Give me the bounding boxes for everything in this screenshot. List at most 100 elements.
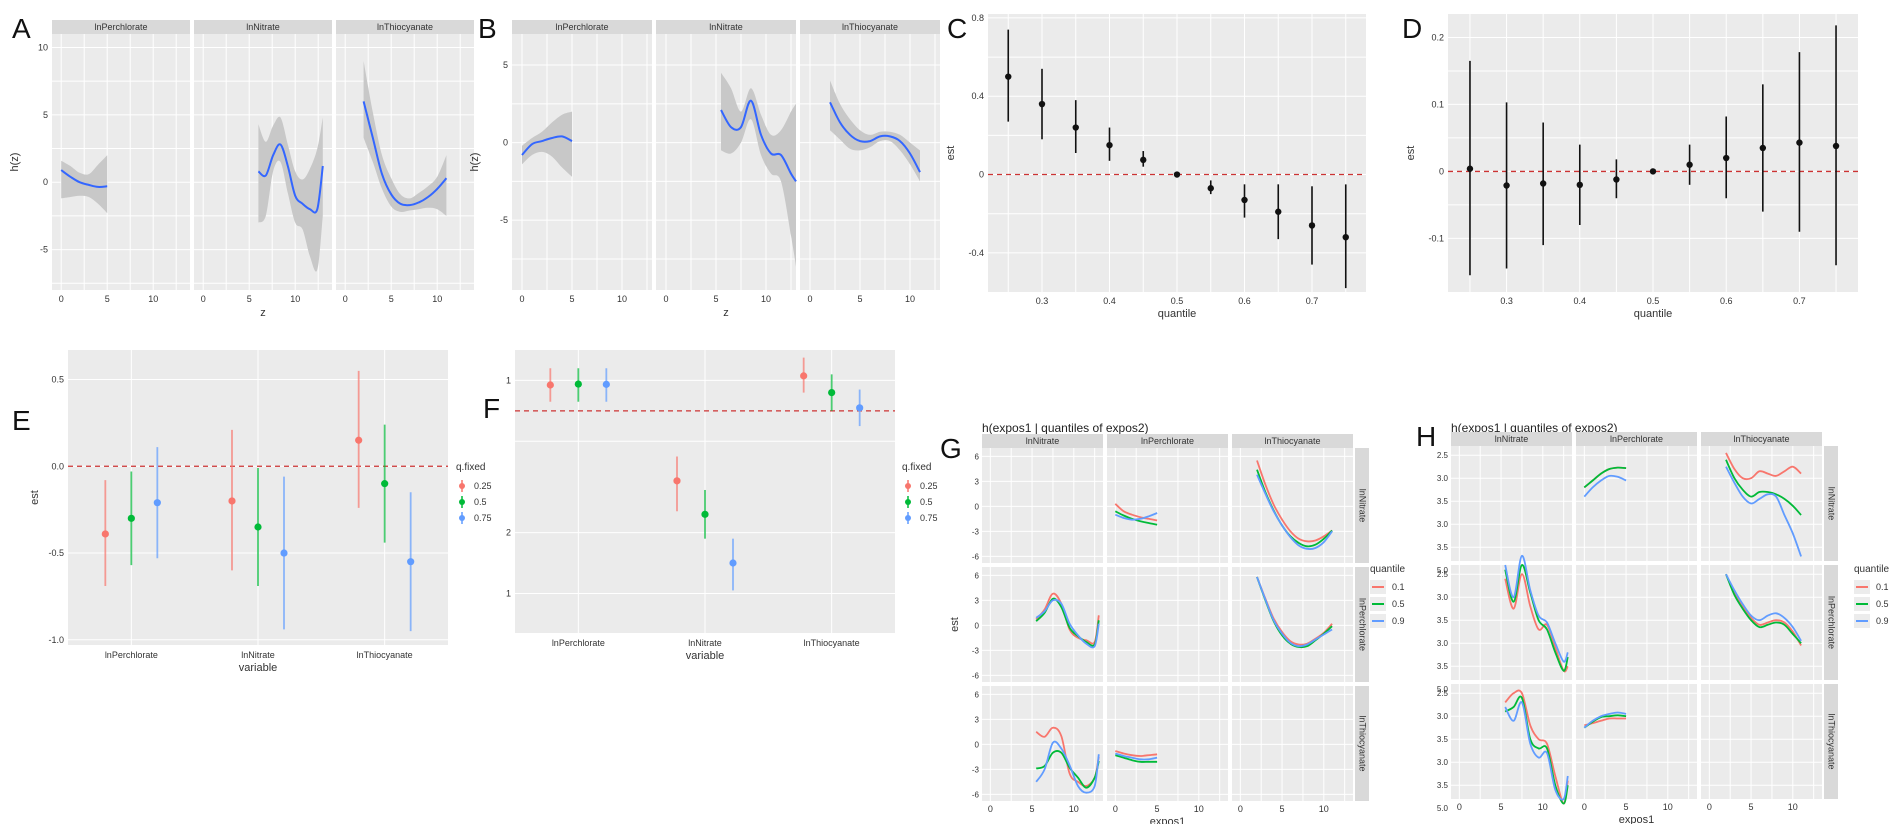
y-tick-label: -0.4 <box>968 248 984 258</box>
x-tick-label: 5 <box>1624 802 1629 812</box>
facet-strip <box>512 20 652 34</box>
estimate-point <box>1173 171 1181 178</box>
y-tick-label: -5 <box>500 215 508 225</box>
smooth-line <box>60 169 108 188</box>
panel-letter: G <box>940 433 962 464</box>
estimate-point <box>1649 168 1657 175</box>
legend-label: 0.9 <box>1876 616 1889 626</box>
smooth-line <box>257 143 324 214</box>
x-tick-label: 10 <box>148 294 158 304</box>
y-tick-label: 0 <box>975 502 980 511</box>
panel-background <box>982 448 1103 563</box>
series-line <box>1114 512 1158 521</box>
estimate-point <box>153 499 161 507</box>
panel-background <box>1576 446 1697 561</box>
smooth-line <box>720 99 797 182</box>
y-tick-label: -0.5 <box>48 548 64 558</box>
y-tick-label: -6 <box>972 552 980 561</box>
legend-label: 0.1 <box>1392 582 1405 592</box>
y-tick-label: 1 <box>506 588 511 598</box>
y-tick-label: 3 <box>975 477 980 486</box>
facet-strip <box>1451 432 1572 446</box>
series-line <box>1256 576 1333 648</box>
x-axis-label: expos1 <box>1619 814 1654 824</box>
panel-letter: B <box>478 13 497 44</box>
x-tick-label: 5 <box>569 294 574 304</box>
x-tick-label: 0 <box>519 294 524 304</box>
x-tick-label: 10 <box>1069 804 1079 814</box>
x-tick-label: 5 <box>1155 804 1160 814</box>
x-tick-label: 10 <box>617 294 627 304</box>
x-tick-label: 10 <box>1538 802 1548 812</box>
x-tick-label: 0 <box>1457 802 1462 812</box>
y-tick-label: -6 <box>972 790 980 799</box>
smooth-line <box>362 101 448 207</box>
panel-letter: A <box>12 13 31 44</box>
y-tick-label: 0 <box>979 170 984 180</box>
x-axis-label: variable <box>239 662 278 674</box>
y-tick-label: 6 <box>975 452 980 461</box>
x-tick-label: 5 <box>1030 804 1035 814</box>
x-tick-label: 0 <box>1707 802 1712 812</box>
panel-letter: H <box>1416 421 1436 452</box>
facet-strip-label: lnNitrate <box>246 22 280 32</box>
estimate-point <box>254 523 262 531</box>
legend-title: q.fixed <box>456 462 485 473</box>
y-axis-label: est <box>29 490 41 505</box>
smooth-line <box>829 101 921 173</box>
x-tick-label: lnPerchlorate <box>105 650 158 660</box>
panel-background <box>1701 684 1822 799</box>
series-line <box>1725 573 1802 644</box>
panel-background <box>1232 567 1353 682</box>
legend-key-point <box>459 483 465 489</box>
facet-strip <box>1824 684 1838 799</box>
estimate-point <box>856 404 864 412</box>
panel-background <box>512 34 652 290</box>
y-tick-label: -1.0 <box>48 635 64 645</box>
facet-strip-label: lnThiocyanate <box>1264 436 1320 446</box>
legend-label: 0.25 <box>474 481 492 491</box>
series-line <box>1725 459 1802 516</box>
legend: q.fixed 0.25 0.5 0.75 <box>902 462 938 524</box>
x-tick-label: 5 <box>1499 802 1504 812</box>
legend-title: quantile <box>1854 564 1889 575</box>
series-line <box>1584 717 1627 727</box>
estimate-point <box>1576 181 1583 189</box>
facet-strip-label: lnPerchlorate <box>1827 596 1837 649</box>
x-tick-label: 0 <box>343 294 348 304</box>
y-tick-label: 2.5 <box>1437 689 1449 698</box>
panel-H: h(expos1 | quantiles of expos2)lnNitrate… <box>1437 421 1890 824</box>
x-tick-label: 0 <box>1238 804 1243 814</box>
x-tick-label: lnNitrate <box>688 638 722 648</box>
y-axis-label: h(z) <box>9 153 21 172</box>
x-tick-label: 5 <box>1280 804 1285 814</box>
x-tick-label: lnThiocyanate <box>357 650 413 660</box>
facet-strip <box>1355 686 1369 801</box>
y-axis-label: est <box>949 617 961 632</box>
x-tick-label: 0.7 <box>1793 296 1806 306</box>
y-tick-label: -3 <box>972 646 980 655</box>
facet-strip <box>1232 434 1353 448</box>
x-tick-label: 0 <box>988 804 993 814</box>
panel-background <box>982 567 1103 682</box>
facet-strip <box>194 20 332 34</box>
x-tick-label: 0.6 <box>1720 296 1733 306</box>
facet-strip <box>1701 432 1822 446</box>
x-tick-label: 0.3 <box>1036 296 1049 306</box>
x-tick-label: 0 <box>59 294 64 304</box>
y-tick-label: 3.0 <box>1437 758 1449 767</box>
y-tick-label: 5.0 <box>1437 685 1449 694</box>
x-tick-label: 10 <box>761 294 771 304</box>
series-line <box>1504 701 1569 801</box>
facet-strip <box>1355 448 1369 563</box>
estimate-point <box>1342 233 1349 241</box>
estimate-point <box>1796 139 1803 146</box>
facet-strip-label: lnPerchlorate <box>1358 598 1368 651</box>
y-tick-label: 0 <box>1439 166 1444 176</box>
y-tick-label: 0.4 <box>971 91 984 101</box>
series-line <box>1725 466 1802 557</box>
y-tick-label: 2.5 <box>1437 570 1449 579</box>
x-tick-label: 10 <box>1194 804 1204 814</box>
chart-title: h(expos1 | quantiles of expos2) <box>1451 421 1618 435</box>
